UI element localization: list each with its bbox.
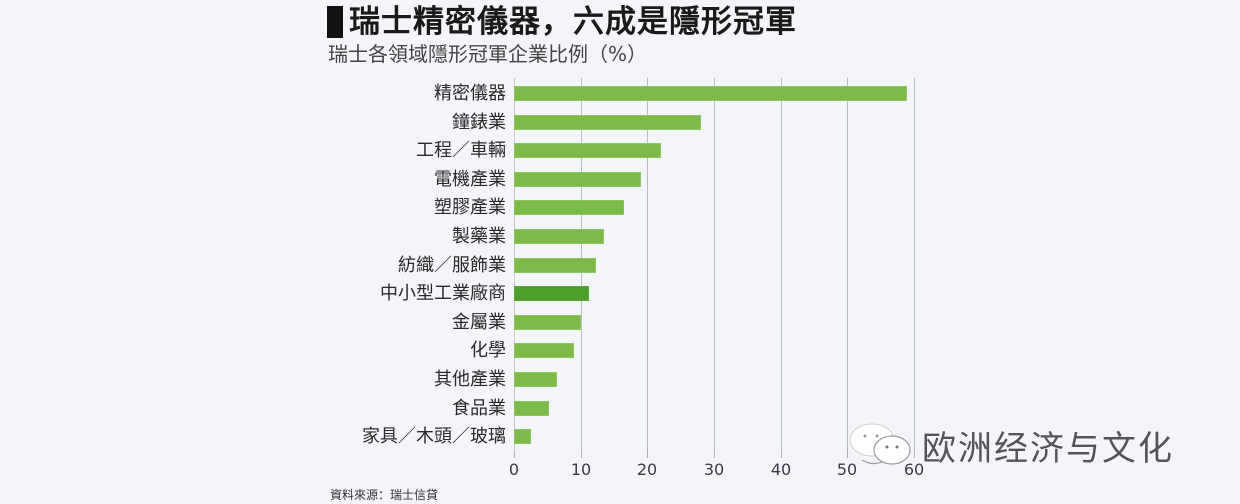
bar	[514, 86, 908, 101]
category-label: 其他產業	[434, 369, 506, 390]
category-label: 食品業	[452, 397, 506, 419]
bar	[514, 171, 641, 187]
gridline	[914, 78, 915, 454]
bar-chart-plot-area: 0 10 20 30 40 50 60 精密儀器鐘錶業工程／車輛電機產業塑膠產業製藥業紡織／服…	[362, 78, 924, 479]
category-label: 塑膠產業	[434, 197, 506, 219]
gridline	[847, 78, 848, 454]
category-label: 家具／木頭／玻璃	[362, 426, 506, 448]
chart-title: 瑞士精密儀器，六成是隱形冠軍	[327, 4, 797, 40]
x-tick-mark	[781, 450, 782, 458]
gridline	[781, 78, 782, 454]
bar	[514, 429, 531, 445]
bar	[514, 314, 581, 330]
chart-subtitle: 瑞士各領域隱形冠軍企業比例（%）	[328, 42, 648, 66]
category-label: 製藥業	[452, 226, 506, 247]
x-tick-mark	[581, 450, 582, 458]
category-label: 金屬業	[452, 311, 506, 333]
x-tick-mark	[914, 450, 915, 458]
title-block-marker	[327, 6, 343, 38]
x-tick-label: 10	[570, 460, 592, 479]
category-label: 電機產業	[434, 168, 506, 190]
bar	[514, 143, 661, 159]
x-tick-mark	[514, 450, 515, 458]
bar	[514, 257, 596, 273]
x-tick-label: 40	[770, 460, 792, 479]
wechat-icon	[842, 420, 922, 470]
x-tick-mark	[714, 450, 715, 458]
bar	[514, 343, 574, 359]
bar	[514, 400, 549, 416]
category-label: 紡織／服飾業	[398, 254, 506, 276]
x-tick-label: 50	[836, 460, 858, 479]
bar	[514, 229, 604, 244]
x-tick-mark	[647, 450, 648, 458]
bar	[514, 286, 589, 302]
category-label: 化學	[470, 340, 506, 362]
x-tick-label: 60	[903, 460, 925, 479]
category-label: 中小型工業廠商	[380, 283, 506, 305]
bar	[514, 114, 701, 130]
chart-title-text: 瑞士精密儀器，六成是隱形冠軍	[349, 4, 797, 40]
category-label: 鐘錶業	[452, 111, 506, 133]
x-tick-label: 20	[636, 460, 658, 479]
category-label: 工程／車輛	[416, 140, 506, 162]
x-tick-label: 30	[703, 460, 725, 479]
gridline	[714, 78, 715, 454]
category-label: 精密儀器	[434, 83, 506, 104]
gridline	[647, 78, 648, 454]
source-note: 資料來源：瑞士信貸	[330, 488, 439, 502]
bar	[514, 200, 624, 216]
watermark-text: 欧洲经济与文化	[922, 428, 1174, 469]
x-tick-mark	[847, 450, 848, 458]
watermark: 欧洲经济与文化	[842, 420, 1174, 470]
x-tick-label: 0	[508, 460, 520, 479]
bar	[514, 372, 557, 387]
